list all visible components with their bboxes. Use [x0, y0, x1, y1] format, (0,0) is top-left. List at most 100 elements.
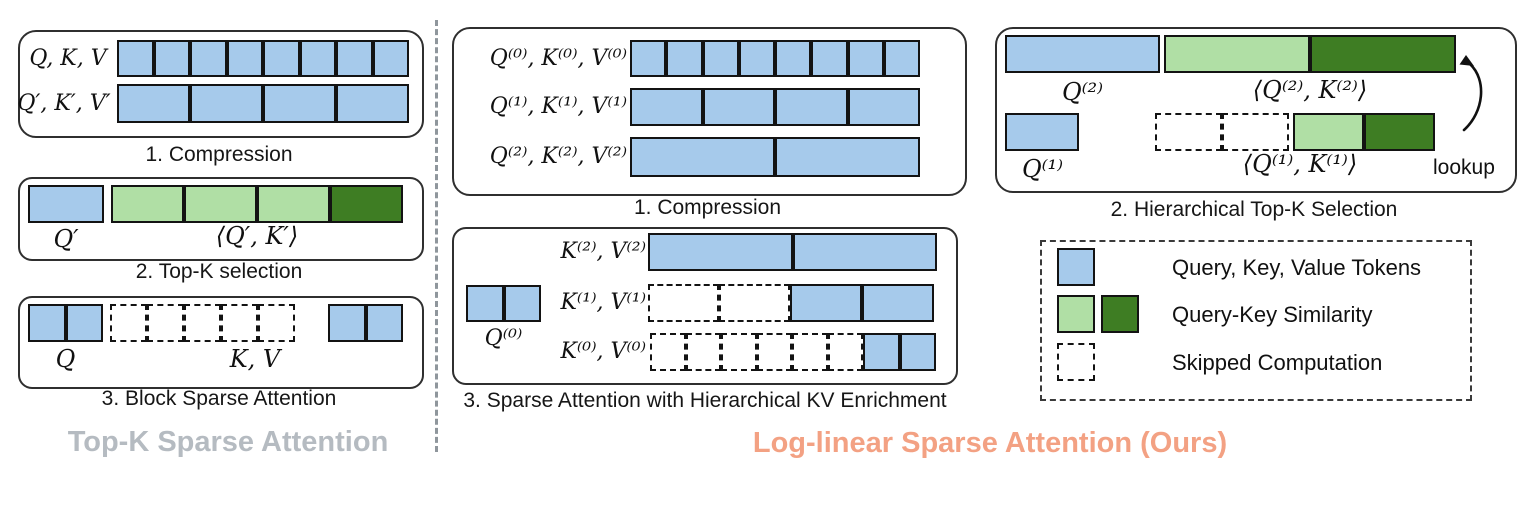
middle-panel-title: Log-linear Sparse Attention (Ours) — [752, 427, 1228, 459]
left-step3-query-label: Q — [55, 345, 76, 373]
token-block — [1005, 35, 1160, 73]
left-step1-row1-label: Q, K, V — [29, 46, 107, 71]
skipped-block — [756, 333, 792, 371]
token-block — [1005, 113, 1079, 151]
token-block — [328, 304, 366, 342]
skipped-block — [1155, 113, 1222, 151]
right-step2-row1-similarity-label: ⟨Q⁽²⁾, K⁽²⁾⟩ — [1252, 76, 1368, 104]
skipped-block — [221, 304, 258, 342]
token-block — [847, 88, 920, 126]
panel-divider-line — [435, 20, 438, 452]
token-block — [702, 40, 739, 77]
middle-step1-caption: 1. Compression — [633, 196, 782, 219]
token-block — [884, 40, 921, 77]
middle-step3-caption: 3. Sparse Attention with Hierarchical KV… — [463, 389, 947, 412]
skipped-block — [147, 304, 184, 342]
legend-similarity-light-swatch — [1057, 295, 1095, 333]
token-block — [847, 40, 885, 77]
similarity-high-block — [1310, 35, 1456, 73]
right-step2-row2-similarity-label: ⟨Q⁽¹⁾, K⁽¹⁾⟩ — [1242, 150, 1358, 178]
skipped-block — [827, 333, 863, 371]
kv-strip — [648, 284, 934, 322]
middle-step1-row1-label: Q⁽⁰⁾, K⁽⁰⁾, V⁽⁰⁾ — [489, 46, 627, 71]
similarity-high-block — [330, 185, 403, 223]
token-block — [336, 84, 409, 123]
token-block — [666, 40, 703, 77]
legend-token-label: Query, Key, Value Tokens — [1172, 255, 1422, 280]
lookup-label: lookup — [1433, 156, 1495, 179]
skipped-block — [648, 284, 719, 322]
token-block — [503, 285, 541, 322]
token-strip — [630, 40, 921, 77]
legend-skipped-label: Skipped Computation — [1172, 350, 1383, 375]
token-block — [117, 40, 154, 77]
legend-token-swatch — [1057, 248, 1095, 286]
query-strip — [1005, 113, 1079, 151]
left-step1-row2-label: Q′, K′, V′ — [17, 91, 111, 116]
right-step2-row2-query-label: Q⁽¹⁾ — [1021, 155, 1064, 183]
token-block — [775, 88, 848, 126]
token-block — [336, 40, 373, 77]
right-step2-caption: 2. Hierarchical Top-K Selection — [1110, 198, 1398, 221]
skipped-block — [685, 333, 721, 371]
similarity-strip — [28, 185, 403, 223]
token-block — [775, 137, 920, 177]
token-strip — [630, 137, 920, 177]
token-block — [28, 304, 66, 342]
skipped-block — [719, 284, 790, 322]
token-block — [299, 40, 336, 77]
middle-step3-row2-label: K⁽¹⁾, V⁽¹⁾ — [560, 290, 646, 315]
skipped-block — [721, 333, 757, 371]
similarity-high-block — [1364, 113, 1435, 151]
left-step2-caption: 2. Top-K selection — [135, 260, 303, 283]
token-block — [630, 88, 703, 126]
token-block — [263, 40, 300, 77]
token-block — [117, 84, 190, 123]
token-block — [28, 185, 104, 223]
left-step2-query-label: Q′ — [53, 225, 79, 253]
similarity-low-block — [111, 185, 184, 223]
similarity-low-block — [1164, 35, 1310, 73]
token-block — [466, 285, 504, 322]
token-block — [630, 137, 775, 177]
token-block — [263, 84, 336, 123]
legend-similarity-label: Query-Key Similarity — [1172, 302, 1373, 327]
strip-gap — [103, 304, 110, 342]
token-block — [190, 40, 227, 77]
token-block — [153, 40, 190, 77]
legend-skipped-swatch — [1057, 343, 1095, 381]
left-panel-title: Top-K Sparse Attention — [67, 426, 389, 458]
left-step3-caption: 3. Block Sparse Attention — [101, 387, 337, 410]
skipped-block — [792, 333, 828, 371]
token-block — [863, 333, 900, 371]
lookup-arrow-icon — [1459, 55, 1483, 132]
right-step2-row1-query-label: Q⁽²⁾ — [1061, 78, 1104, 106]
middle-step1-row3-label: Q⁽²⁾, K⁽²⁾, V⁽²⁾ — [489, 144, 627, 169]
token-block — [811, 40, 848, 77]
kv-strip — [648, 233, 937, 271]
token-block — [790, 284, 862, 322]
token-strip — [117, 84, 409, 123]
token-block — [702, 88, 775, 126]
skipped-block — [1222, 113, 1289, 151]
token-block — [862, 284, 934, 322]
middle-step3-query-label: Q⁽⁰⁾ — [484, 326, 523, 351]
strip-gap — [295, 304, 328, 342]
query-strip — [466, 285, 541, 322]
left-step2-similarity-label: ⟨Q′, K′⟩ — [215, 222, 299, 250]
token-block — [738, 40, 776, 77]
skipped-block — [184, 304, 221, 342]
middle-step3-row1-label: K⁽²⁾, V⁽²⁾ — [560, 239, 646, 264]
strip-gap — [104, 185, 111, 223]
skipped-block — [650, 333, 686, 371]
middle-step3-row3-label: K⁽⁰⁾, V⁽⁰⁾ — [560, 339, 646, 364]
token-block — [630, 40, 667, 77]
token-block — [775, 40, 812, 77]
left-step1-caption: 1. Compression — [145, 143, 293, 166]
token-block — [365, 304, 403, 342]
similarity-low-block — [184, 185, 257, 223]
legend-similarity-dark-swatch — [1101, 295, 1139, 333]
similarity-strip — [1155, 113, 1435, 151]
token-block — [226, 40, 263, 77]
